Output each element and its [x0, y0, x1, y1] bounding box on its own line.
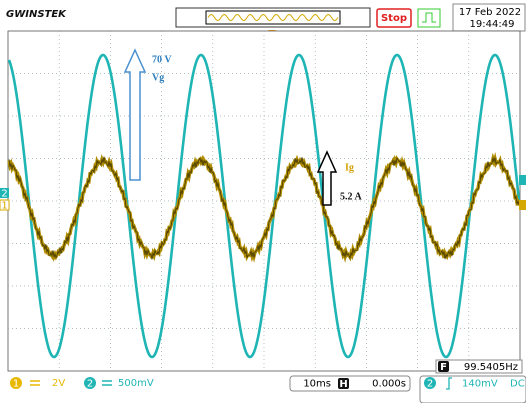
horizontal-position[interactable]: 0.000s — [372, 379, 406, 390]
date: 17 Feb 2022 — [459, 7, 521, 18]
timebase[interactable]: 10ms — [303, 379, 331, 390]
ch1-scale[interactable]: 2V — [52, 378, 65, 389]
oscilloscope-screen: GWINSTEK Stop 17 Feb 2022 19:44:49 70 V … — [0, 0, 526, 403]
trigger-level[interactable]: 140mV — [462, 379, 498, 390]
voltage-amplitude: 70 V — [152, 54, 172, 65]
current-amplitude: 5.2 A — [340, 191, 362, 202]
ch2-scale[interactable]: 500mV — [118, 378, 154, 389]
ch2-marker-label: 2 — [1, 189, 7, 200]
ch1-id[interactable]: 1 — [13, 379, 19, 390]
ch2-id[interactable]: 2 — [87, 379, 93, 390]
trigger-level-marker — [519, 175, 526, 185]
coupling[interactable]: DC — [510, 379, 525, 390]
ch1-marker-label: 1 — [1, 201, 7, 212]
time: 19:44:49 — [470, 19, 515, 30]
frequency-icon: F — [440, 362, 447, 373]
trigger-status — [418, 9, 440, 27]
frequency-value: 99.5405Hz — [464, 362, 518, 373]
voltage-label: Vg — [152, 72, 164, 83]
right-marker — [519, 200, 526, 210]
trigger-source[interactable]: 2 — [427, 379, 433, 390]
position-icon: H — [339, 379, 347, 390]
run-status[interactable]: Stop — [381, 13, 407, 24]
current-label: Ig — [345, 162, 354, 173]
logo: GWINSTEK — [6, 9, 67, 20]
